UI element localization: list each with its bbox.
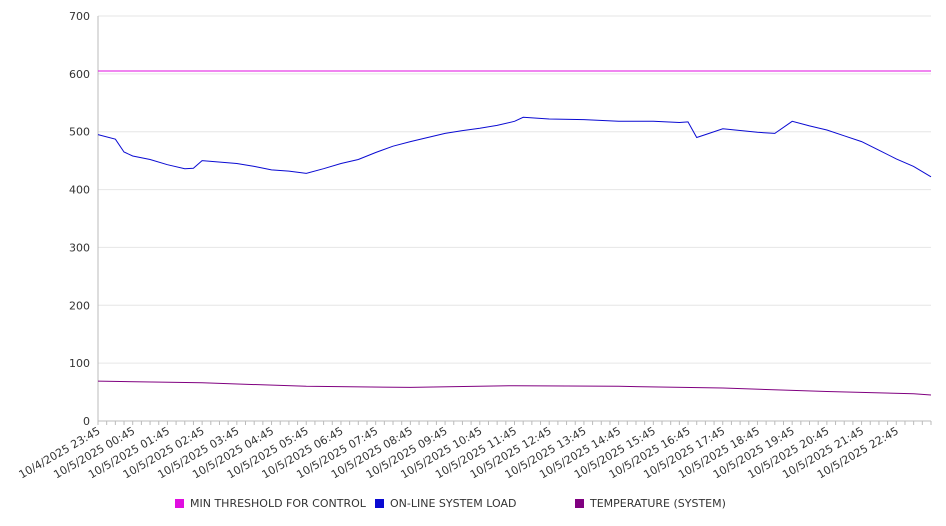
legend-label: MIN THRESHOLD FOR CONTROL (190, 497, 366, 510)
y-tick-label: 100 (69, 357, 90, 370)
y-tick-label: 200 (69, 299, 90, 312)
y-tick-label: 500 (69, 126, 90, 139)
series-line (97, 380, 932, 396)
y-tick-label: 300 (69, 241, 90, 254)
legend-item: TEMPERATURE (SYSTEM) (575, 497, 726, 510)
y-tick-label: 700 (69, 10, 90, 23)
series-line (97, 116, 932, 178)
legend-label: TEMPERATURE (SYSTEM) (590, 497, 726, 510)
y-tick-label: 600 (69, 68, 90, 81)
y-tick-label: 0 (83, 415, 90, 428)
legend-item: MIN THRESHOLD FOR CONTROL (175, 497, 366, 510)
legend-swatch (175, 499, 184, 508)
legend-label: ON-LINE SYSTEM LOAD (390, 497, 517, 510)
legend-swatch (375, 499, 384, 508)
legend-swatch (575, 499, 584, 508)
y-tick-label: 400 (69, 184, 90, 197)
legend-item: ON-LINE SYSTEM LOAD (375, 497, 516, 510)
